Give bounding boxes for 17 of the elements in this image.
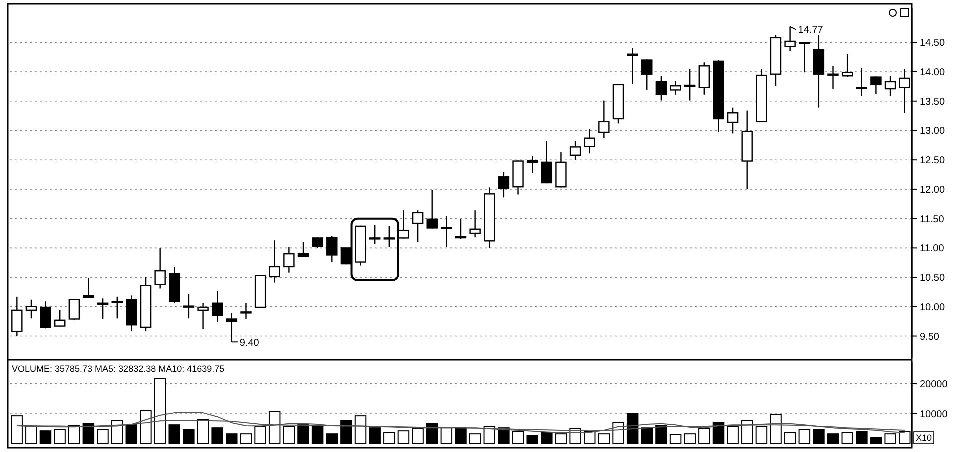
y-tick-label: 12.50 [920,156,946,167]
annotation: 14.77 [798,24,824,36]
y-tick-label: 13.00 [920,126,946,138]
y-tick-label: 20000 [920,379,948,390]
text: X10 [916,433,932,443]
y-tick-label: 10000 [920,409,948,420]
y-tick-label: 14.00 [920,68,946,79]
chart-title: VOLUME: 35785.73 MA5: 32832.38 MA10: 41639.75 [12,364,225,374]
y-tick-label: 11.00 [920,244,945,255]
y-tick-label: 12.00 [920,184,946,196]
y-tick-label: 10.00 [920,302,946,314]
y-tick-label: 11.50 [920,214,945,226]
y-tick-label: 13.50 [920,96,946,108]
y-tick-label: 10.50 [920,273,946,284]
y-tick-label: 9.50 [920,332,940,343]
y-tick-label: 14.50 [920,38,946,50]
annotation: 9.40 [240,338,260,350]
